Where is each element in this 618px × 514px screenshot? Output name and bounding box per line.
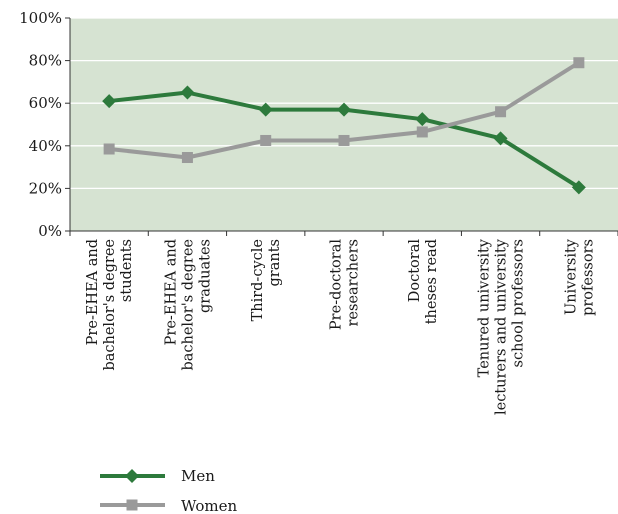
x-tick-label-line: school professors <box>511 239 527 367</box>
data-point-men <box>493 131 508 146</box>
y-axis: 0% 20% 40% 60% 80% 100% <box>19 9 70 240</box>
series-group <box>102 57 586 195</box>
y-tick-label: 20% <box>29 179 62 197</box>
x-tick-label-line: Tenured university <box>477 238 493 377</box>
legend-marker-women <box>126 499 138 511</box>
data-point-women <box>573 57 585 69</box>
x-tick-label: Pre-EHEA and bachelor's degree students <box>85 239 135 371</box>
x-tick-label: Third-cycle grants <box>250 239 283 321</box>
x-tick-label-line: Pre-doctoral <box>329 239 345 330</box>
x-tick-label-line: Pre-EHEA and <box>85 239 101 345</box>
data-point-men <box>180 85 195 100</box>
x-tick-label: Doctoral theses read <box>407 239 440 325</box>
x-tick-label-line: bachelor's degree <box>102 239 118 371</box>
data-point-women <box>338 134 350 146</box>
x-tick-label-line: lecturers and university <box>494 238 510 415</box>
x-tick-label-line: bachelor's degree <box>180 239 196 371</box>
plot-area <box>70 18 618 231</box>
x-tick-label-line: grants <box>267 239 283 286</box>
x-tick-label: Pre-EHEA and bachelor's degree graduates <box>163 239 213 371</box>
legend-marker-men <box>125 469 139 483</box>
x-tick-label-line: Doctoral <box>407 239 423 303</box>
data-point-men <box>102 94 117 109</box>
x-tick-label-line: Pre-EHEA and <box>163 239 179 345</box>
data-point-women <box>495 106 507 118</box>
legend-label-women: Women <box>181 497 238 514</box>
y-tick-label: 100% <box>19 9 62 27</box>
x-tick-label: Tenured university lecturers and universi… <box>477 238 527 415</box>
data-point-women <box>416 126 428 138</box>
x-axis-ticks <box>69 231 618 236</box>
data-point-men <box>337 102 351 117</box>
x-tick-label: University professors <box>563 238 596 316</box>
data-point-women <box>103 143 115 155</box>
x-axis-labels: Pre-EHEA and bachelor's degree students Pre… <box>85 238 596 415</box>
data-point-women <box>260 134 272 146</box>
legend: Men Women <box>100 467 238 514</box>
x-tick-label-line: researchers <box>346 239 362 327</box>
legend-label-men: Men <box>181 467 215 485</box>
x-tick-label-line: University <box>563 238 579 315</box>
y-tick-label: 40% <box>29 137 62 155</box>
x-tick-label-line: Third-cycle <box>250 239 266 321</box>
data-point-men <box>415 112 430 127</box>
data-point-women <box>181 152 193 164</box>
y-tick-label: 80% <box>29 52 62 70</box>
x-tick-label-line: professors <box>580 239 596 316</box>
y-tick-label: 0% <box>38 222 62 240</box>
y-tick-label: 60% <box>29 94 62 112</box>
x-tick-label-line: graduates <box>197 239 213 313</box>
x-tick-label-line: students <box>119 239 135 302</box>
data-point-men <box>571 180 586 195</box>
x-tick-label-line: theses read <box>424 239 440 324</box>
x-tick-label: Pre-doctoral researchers <box>329 239 362 330</box>
data-point-men <box>258 102 273 117</box>
